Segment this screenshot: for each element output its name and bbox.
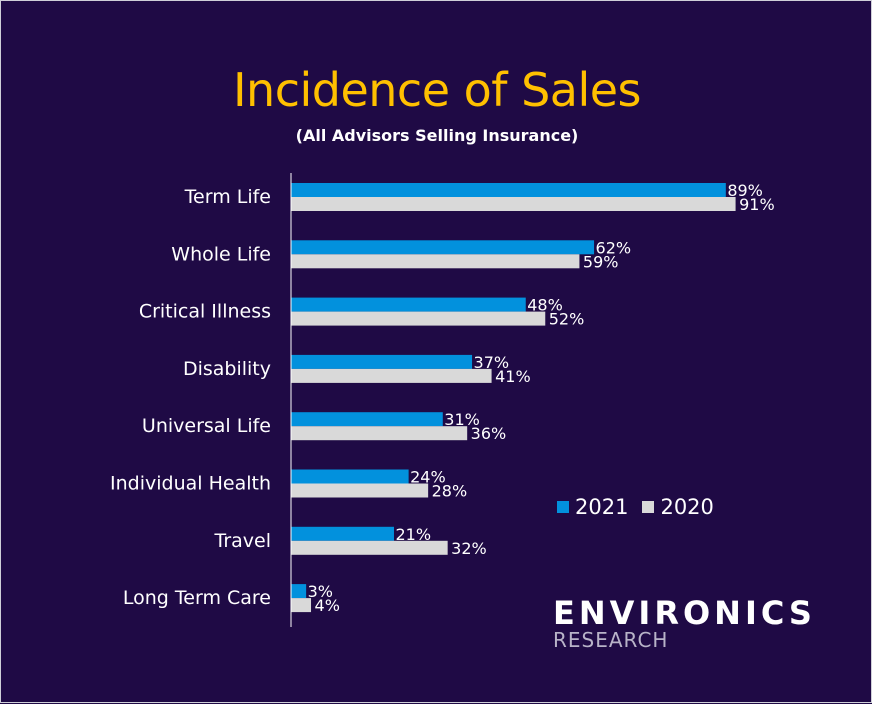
legend-swatch-2021 <box>557 501 569 513</box>
bar-2020 <box>291 311 546 326</box>
data-label-2021: 62% <box>596 238 632 257</box>
chart-title: Incidence of Sales <box>232 63 642 117</box>
category-label: Term Life <box>184 186 271 208</box>
legend-item-2020: 2020 <box>642 495 714 519</box>
bar-2021 <box>291 240 595 255</box>
legend-label-2020: 2020 <box>660 495 714 519</box>
legend: 2021 2020 <box>557 495 714 519</box>
bar-2021 <box>291 183 726 197</box>
bar-2021 <box>291 584 307 599</box>
bar-2020 <box>291 197 736 211</box>
data-label-2021: 21% <box>395 525 431 544</box>
logo-line-2: RESEARCH <box>553 628 669 652</box>
chart-subtitle: (All Advisors Selling Insurance) <box>295 126 579 145</box>
bar-2020 <box>291 598 312 613</box>
data-label-2020: 52% <box>549 310 585 329</box>
bar-2020 <box>291 254 580 269</box>
category-label: Whole Life <box>171 243 271 265</box>
bar-2020 <box>291 368 492 383</box>
data-label-2021: 89% <box>727 181 763 200</box>
data-label-2020: 4% <box>315 596 340 615</box>
bar-2020 <box>291 540 448 555</box>
data-label-2020: 32% <box>451 539 487 558</box>
category-label: Individual Health <box>110 473 271 495</box>
category-label: Universal Life <box>142 415 271 437</box>
data-label-2021: 31% <box>444 410 480 429</box>
data-label-2020: 91% <box>739 195 775 214</box>
bar-2021 <box>291 297 526 312</box>
legend-label-2021: 2021 <box>575 495 629 519</box>
category-label: Travel <box>214 530 271 552</box>
bar-2020 <box>291 426 468 441</box>
data-label-2020: 28% <box>432 482 468 501</box>
data-label-2021: 48% <box>527 296 563 315</box>
legend-swatch-2020 <box>642 501 655 513</box>
data-label-2021: 37% <box>474 353 510 372</box>
category-label: Disability <box>183 358 271 380</box>
data-label-2020: 36% <box>471 424 507 443</box>
bar-2021 <box>291 469 409 484</box>
bar-2021 <box>291 526 394 541</box>
logo-line-1: ENVIRONICS <box>553 594 816 632</box>
bar-2021 <box>291 412 443 427</box>
bar-2020 <box>291 483 429 498</box>
data-label-2020: 41% <box>495 367 531 386</box>
bar-2021 <box>291 354 473 369</box>
category-label: Long Term Care <box>123 587 271 609</box>
category-label: Critical Illness <box>139 301 271 323</box>
data-label-2020: 59% <box>583 252 619 271</box>
legend-item-2021: 2021 <box>557 495 628 519</box>
data-label-2021: 3% <box>308 582 333 601</box>
data-label-2021: 24% <box>410 468 446 487</box>
environics-logo: ENVIRONICS RESEARCH <box>553 597 816 651</box>
